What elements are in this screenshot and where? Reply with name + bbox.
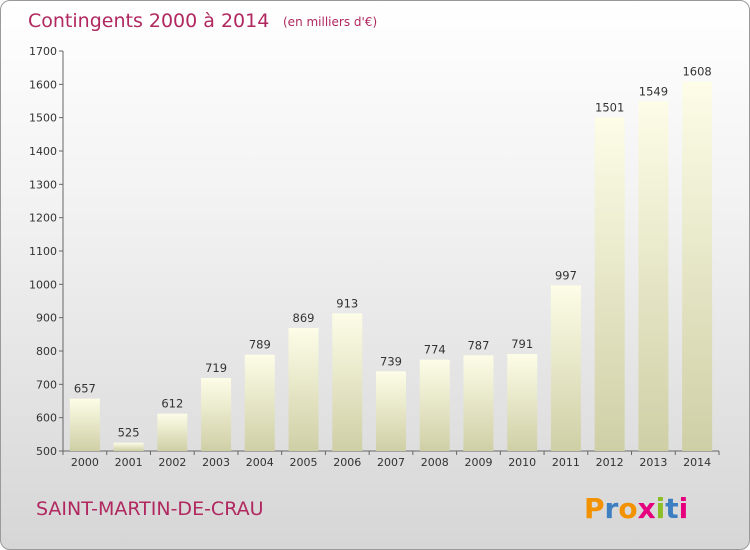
x-tick-label: 2007 — [377, 456, 405, 469]
y-tick-label: 1500 — [29, 112, 57, 125]
bar — [550, 285, 581, 451]
x-tick-label: 2011 — [552, 456, 580, 469]
x-tick-label: 2006 — [333, 456, 361, 469]
y-tick-label: 900 — [36, 312, 57, 325]
y-tick-label: 1600 — [29, 78, 57, 91]
bar — [463, 355, 494, 451]
x-tick-label: 2003 — [202, 456, 230, 469]
bar-value-label: 525 — [118, 426, 140, 440]
y-tick-label: 1100 — [29, 245, 57, 258]
bar-value-label: 1501 — [595, 100, 624, 114]
y-tick-label: 600 — [36, 412, 57, 425]
bar — [201, 378, 232, 451]
bar — [594, 117, 625, 451]
x-tick-label: 2000 — [71, 456, 99, 469]
x-tick-label: 2001 — [115, 456, 143, 469]
x-tick-label: 2002 — [158, 456, 186, 469]
y-tick-label: 1000 — [29, 278, 57, 291]
y-tick-label: 1400 — [29, 145, 57, 158]
commune-name: SAINT-MARTIN-DE-CRAU — [36, 498, 264, 520]
bar-value-label: 789 — [249, 338, 271, 352]
bar — [376, 371, 406, 451]
bar-value-label: 774 — [424, 343, 446, 357]
plot-area: 500 600 700 800 900 1000 1100 1200 1300 1400 1500 1… — [29, 45, 720, 469]
x-tick-label: 2008 — [421, 456, 449, 469]
chart-subtitle: (en milliers d'€) — [283, 15, 377, 29]
y-tick-label: 500 — [36, 445, 57, 458]
x-tick-label: 2012 — [596, 456, 624, 469]
bar — [638, 101, 669, 451]
bar-value-label: 1608 — [682, 65, 711, 79]
x-tick-label: 2010 — [508, 456, 536, 469]
bar-value-label: 787 — [467, 338, 489, 352]
bar — [332, 313, 363, 451]
logo-text: Proxiti — [584, 492, 688, 525]
y-tick-label: 800 — [36, 345, 57, 358]
bar — [244, 354, 275, 451]
bar — [682, 81, 713, 452]
bar-value-label: 913 — [336, 296, 358, 310]
y-tick-label: 700 — [36, 378, 57, 391]
bar — [69, 398, 100, 451]
y-tick-label: 1300 — [29, 178, 57, 191]
x-tick-label: 2013 — [639, 456, 667, 469]
bar — [157, 413, 188, 451]
x-tick-label: 2004 — [246, 456, 274, 469]
bar-value-label: 1549 — [639, 84, 668, 98]
bar-value-label: 739 — [380, 354, 402, 368]
x-tick-label: 2014 — [683, 456, 711, 469]
x-tick-label: 2005 — [290, 456, 318, 469]
bar-value-label: 657 — [74, 382, 96, 396]
bar-value-label: 612 — [161, 397, 183, 411]
bar-value-label: 869 — [293, 311, 315, 325]
y-tick-label: 1200 — [29, 212, 57, 225]
y-tick-label: 1700 — [29, 45, 57, 58]
chart-title: Contingents 2000 à 2014 — [28, 10, 269, 32]
x-tick-label: 2009 — [464, 456, 492, 469]
bar-value-label: 997 — [555, 268, 577, 282]
bar — [507, 354, 538, 451]
bar — [288, 328, 319, 451]
bar — [113, 442, 144, 451]
bar-value-label: 791 — [511, 337, 533, 351]
bar — [419, 359, 450, 451]
bar-value-label: 719 — [205, 361, 227, 375]
proxiti-logo: Proxiti — [584, 492, 688, 525]
